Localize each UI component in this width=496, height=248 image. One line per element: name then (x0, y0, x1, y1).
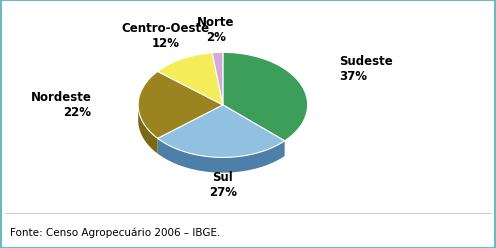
Polygon shape (138, 71, 223, 138)
Text: Fonte: Censo Agropecuário 2006 – IBGE.: Fonte: Censo Agropecuário 2006 – IBGE. (10, 227, 220, 238)
Polygon shape (223, 52, 308, 141)
Polygon shape (138, 106, 158, 154)
Text: Centro-Oeste
12%: Centro-Oeste 12% (122, 22, 210, 50)
Text: Nordeste
22%: Nordeste 22% (31, 91, 92, 119)
Polygon shape (158, 53, 223, 105)
Text: Norte
2%: Norte 2% (197, 16, 235, 44)
Polygon shape (158, 105, 285, 157)
Polygon shape (212, 52, 223, 105)
Text: Sul
27%: Sul 27% (209, 171, 237, 199)
Text: Sudeste
37%: Sudeste 37% (340, 55, 393, 83)
Polygon shape (158, 138, 285, 173)
